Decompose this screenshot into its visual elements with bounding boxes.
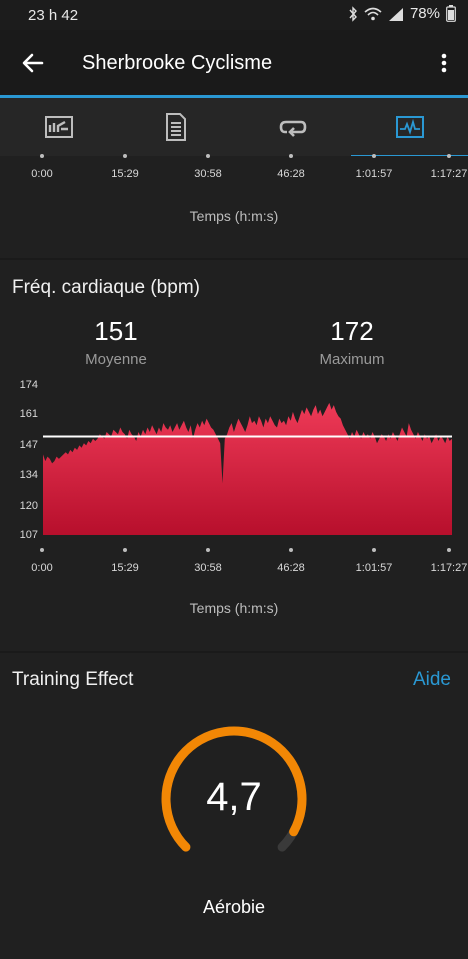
training-effect-label: Aérobie [202, 897, 266, 917]
wifi-icon [364, 7, 382, 20]
tick-dot [372, 548, 376, 552]
x-tick-label: 1:01:57 [355, 168, 393, 180]
tick-dot [289, 548, 293, 552]
tick-dot [447, 154, 451, 158]
tab-overview[interactable] [0, 98, 117, 156]
training-effect-value: 4,7 [206, 775, 262, 819]
gauge-fill [161, 726, 307, 852]
average-label: Moyenne [85, 351, 147, 368]
x-tick-label: 0:00 [31, 168, 53, 180]
tick-dot [206, 548, 210, 552]
training-effect-gauge [161, 726, 307, 852]
app-bar-divider [0, 95, 468, 98]
page-title: Sherbrooke Cyclisme [82, 52, 273, 74]
back-arrow-icon[interactable] [18, 48, 48, 78]
activity-chart-icon [395, 116, 424, 138]
heart-rate-card: Fréq. cardiaque (bpm) 151 Moyenne 172 Ma… [0, 260, 468, 651]
x-tick-label: 30:58 [194, 168, 222, 180]
y-tick-label: 107 [19, 529, 38, 541]
tab-laps[interactable] [234, 98, 351, 156]
heart-rate-chart[interactable] [0, 385, 468, 535]
speed-chart-card: 0:00 15:29 30:58 46:28 1:01:57 1:17:27 Temps … [0, 154, 468, 258]
maximum-stat: 172 Maximum [272, 316, 432, 368]
app-bar: Sherbrooke Cyclisme [0, 30, 468, 95]
x-tick-label: 15:29 [111, 168, 139, 180]
tick-dot [372, 154, 376, 158]
document-list-icon [165, 113, 186, 141]
x-tick-label: 1:17:27 [430, 562, 468, 574]
tick-dot [40, 548, 44, 552]
training-effect-card: Training Effect Aide 4,7 Aérobie [0, 653, 468, 959]
section-title: Fréq. cardiaque (bpm) [12, 277, 200, 298]
tick-dot [289, 154, 293, 158]
heart-rate-area [43, 402, 452, 535]
tick-dot [123, 548, 127, 552]
map-chart-icon [44, 116, 73, 138]
battery-percent: 78% [409, 5, 440, 22]
x-tick-label: 1:01:57 [355, 562, 393, 574]
y-tick-label: 161 [19, 408, 38, 421]
section-title: Training Effect [12, 669, 134, 690]
maximum-label: Maximum [319, 351, 385, 368]
tick-dot [123, 154, 127, 158]
signal-icon [388, 7, 403, 21]
x-tick-label: 30:58 [194, 562, 222, 574]
y-tick-label: 174 [19, 379, 38, 391]
y-tick-label: 147 [19, 439, 38, 452]
status-bar: 23 h 42 78% [0, 0, 468, 30]
y-tick-label: 134 [19, 468, 38, 481]
more-options-icon[interactable] [432, 48, 456, 78]
x-tick-label: 0:00 [31, 562, 53, 574]
x-tick-label: 46:28 [277, 168, 305, 180]
clock: 23 h 42 [28, 7, 79, 24]
tab-details[interactable] [117, 98, 234, 156]
tick-dot [206, 154, 210, 158]
tick-dot [447, 548, 451, 552]
maximum-value: 172 [330, 316, 374, 346]
loop-icon [279, 120, 306, 137]
tab-bar [0, 98, 468, 158]
x-axis-label: Temps (h:m:s) [189, 208, 279, 224]
x-tick-label: 15:29 [111, 562, 139, 574]
average-value: 151 [94, 316, 138, 346]
y-tick-label: 120 [19, 499, 38, 512]
average-stat: 151 Moyenne [36, 316, 196, 368]
x-tick-label: 1:17:27 [430, 168, 468, 180]
x-axis-label: Temps (h:m:s) [189, 600, 279, 616]
help-link[interactable]: Aide [412, 669, 451, 690]
tick-dot [40, 154, 44, 158]
tab-charts[interactable] [351, 98, 468, 158]
x-tick-label: 46:28 [277, 562, 305, 574]
battery-icon [446, 5, 456, 22]
bluetooth-icon [349, 5, 357, 22]
